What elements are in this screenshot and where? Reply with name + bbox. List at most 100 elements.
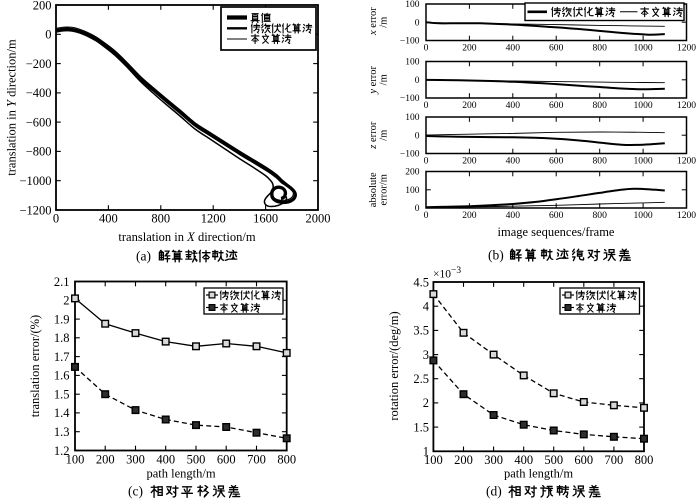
svg-text:y error: y error bbox=[368, 65, 379, 94]
svg-text:700: 700 bbox=[247, 453, 266, 467]
svg-text:rotation error/(deg/m): rotation error/(deg/m) bbox=[387, 311, 401, 420]
svg-text:100: 100 bbox=[66, 453, 85, 467]
svg-text:0: 0 bbox=[424, 210, 429, 221]
svg-text:1000: 1000 bbox=[634, 156, 653, 167]
svg-text:translation error/(%): translation error/(%) bbox=[28, 315, 42, 417]
svg-text:700: 700 bbox=[605, 453, 624, 467]
svg-text:(a): (a) bbox=[136, 248, 151, 263]
svg-text:200: 200 bbox=[462, 210, 477, 221]
svg-text:1200: 1200 bbox=[677, 210, 696, 221]
svg-text:−100: −100 bbox=[400, 150, 420, 160]
svg-text:1200: 1200 bbox=[677, 100, 696, 111]
svg-text:2000: 2000 bbox=[306, 212, 331, 226]
svg-text:400: 400 bbox=[99, 212, 118, 226]
svg-text:1: 1 bbox=[423, 445, 429, 459]
svg-text:2.5: 2.5 bbox=[413, 372, 429, 386]
svg-text:800: 800 bbox=[593, 100, 608, 111]
svg-text:200: 200 bbox=[454, 453, 473, 467]
svg-text:1.5: 1.5 bbox=[413, 420, 429, 434]
svg-text:200: 200 bbox=[462, 43, 477, 54]
svg-text:400: 400 bbox=[506, 210, 521, 221]
svg-text:600: 600 bbox=[549, 156, 564, 167]
svg-text:0: 0 bbox=[424, 100, 429, 111]
svg-text:1200: 1200 bbox=[201, 212, 226, 226]
svg-text:1.5: 1.5 bbox=[54, 388, 70, 402]
svg-text:1200: 1200 bbox=[677, 43, 696, 54]
svg-text:0: 0 bbox=[424, 156, 429, 167]
svg-text:1600: 1600 bbox=[253, 212, 278, 226]
svg-text:0: 0 bbox=[415, 76, 420, 86]
svg-text:400: 400 bbox=[506, 100, 521, 111]
svg-text:400: 400 bbox=[506, 156, 521, 167]
svg-text:0: 0 bbox=[53, 212, 59, 226]
svg-text:−600: −600 bbox=[26, 115, 52, 129]
svg-text:400: 400 bbox=[514, 453, 533, 467]
svg-text:−1200: −1200 bbox=[19, 203, 51, 217]
svg-text:/m: /m bbox=[379, 17, 390, 28]
svg-text:4: 4 bbox=[423, 300, 430, 314]
svg-text:1000: 1000 bbox=[634, 100, 653, 111]
svg-text:2: 2 bbox=[63, 294, 69, 308]
svg-text:100: 100 bbox=[405, 58, 420, 68]
svg-text:0: 0 bbox=[424, 43, 429, 54]
svg-text:/m: /m bbox=[379, 74, 390, 85]
svg-text:1000: 1000 bbox=[634, 43, 653, 54]
svg-text:2.1: 2.1 bbox=[54, 275, 70, 289]
svg-text:0: 0 bbox=[45, 28, 51, 42]
svg-text:100: 100 bbox=[405, 186, 420, 196]
svg-text:200: 200 bbox=[462, 100, 477, 111]
svg-text:400: 400 bbox=[506, 43, 521, 54]
svg-text:path length/m: path length/m bbox=[146, 467, 215, 481]
svg-text:400: 400 bbox=[156, 453, 175, 467]
svg-text:0: 0 bbox=[415, 131, 420, 141]
svg-text:800: 800 bbox=[151, 212, 170, 226]
svg-text:−800: −800 bbox=[26, 145, 52, 159]
svg-text:600: 600 bbox=[549, 100, 564, 111]
svg-text:800: 800 bbox=[277, 453, 296, 467]
svg-text:−200: −200 bbox=[26, 57, 52, 71]
svg-text:500: 500 bbox=[544, 453, 563, 467]
svg-text:(c): (c) bbox=[128, 484, 143, 499]
svg-text:200: 200 bbox=[96, 453, 115, 467]
svg-text:error/m: error/m bbox=[379, 174, 390, 206]
svg-text:100: 100 bbox=[424, 453, 443, 467]
svg-text:1.6: 1.6 bbox=[54, 369, 70, 383]
svg-text:600: 600 bbox=[574, 453, 593, 467]
svg-text:600: 600 bbox=[217, 453, 236, 467]
svg-text:200: 200 bbox=[33, 0, 52, 12]
svg-text:2: 2 bbox=[423, 396, 429, 410]
svg-text:3: 3 bbox=[423, 348, 429, 362]
svg-text:−100: −100 bbox=[400, 94, 420, 104]
svg-text:(d): (d) bbox=[486, 484, 502, 499]
svg-text:500: 500 bbox=[187, 453, 206, 467]
svg-text:300: 300 bbox=[484, 453, 503, 467]
svg-text:100: 100 bbox=[405, 113, 420, 123]
svg-text:600: 600 bbox=[549, 210, 564, 221]
svg-text:/m: /m bbox=[379, 130, 390, 141]
svg-text:translation in Y direction/m: translation in Y direction/m bbox=[5, 39, 19, 176]
svg-text:600: 600 bbox=[549, 43, 564, 54]
svg-text:image sequences/frame: image sequences/frame bbox=[498, 225, 615, 239]
svg-text:4.5: 4.5 bbox=[413, 275, 429, 289]
svg-text:path length/m: path length/m bbox=[504, 467, 573, 481]
svg-text:−1000: −1000 bbox=[19, 174, 51, 188]
svg-text:100: 100 bbox=[405, 0, 420, 10]
svg-text:1.7: 1.7 bbox=[54, 350, 70, 364]
svg-text:−400: −400 bbox=[26, 86, 52, 100]
svg-text:−100: −100 bbox=[400, 37, 420, 47]
svg-text:3.5: 3.5 bbox=[413, 324, 429, 338]
svg-text:800: 800 bbox=[635, 453, 654, 467]
svg-text:300: 300 bbox=[126, 453, 145, 467]
svg-text:800: 800 bbox=[593, 43, 608, 54]
svg-text:(b): (b) bbox=[488, 247, 504, 262]
svg-text:200: 200 bbox=[405, 168, 420, 178]
svg-text:1.2: 1.2 bbox=[54, 444, 70, 458]
svg-text:absolute: absolute bbox=[368, 172, 379, 207]
svg-text:800: 800 bbox=[593, 156, 608, 167]
svg-text:1.4: 1.4 bbox=[54, 406, 70, 420]
svg-text:z error: z error bbox=[368, 121, 379, 150]
svg-text:1000: 1000 bbox=[634, 210, 653, 221]
svg-text:800: 800 bbox=[593, 210, 608, 221]
svg-text:1.3: 1.3 bbox=[54, 425, 70, 439]
svg-text:1.8: 1.8 bbox=[54, 331, 70, 345]
